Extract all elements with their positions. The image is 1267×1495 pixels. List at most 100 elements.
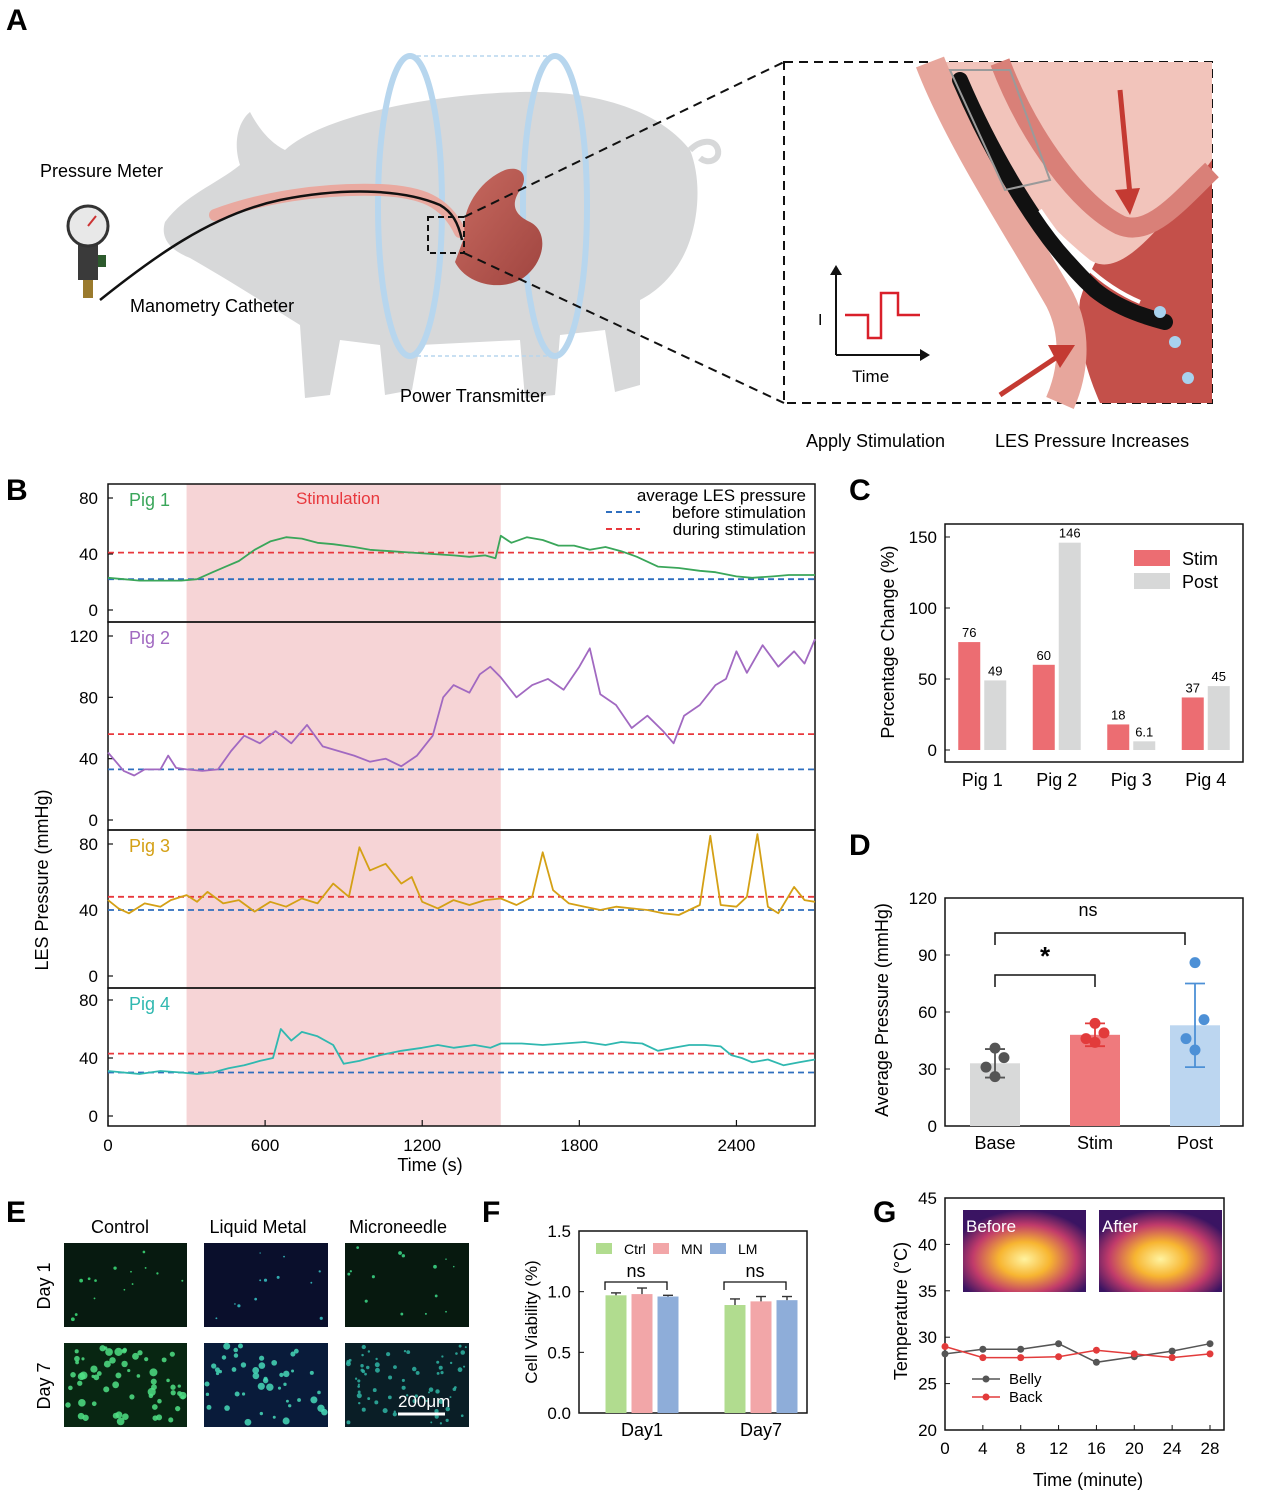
sig-bracket-post: [994, 932, 1186, 945]
cell-marker: [430, 1421, 433, 1424]
panel-b: B 0 40 80 Pig 1 0 40 80 120 Pig 2 0 40 80 Pig 3 0 40 80…: [6, 474, 816, 1175]
cell-marker: [151, 1404, 158, 1410]
cell-marker: [129, 1394, 135, 1400]
bar-stim: [1107, 724, 1130, 750]
cell-marker: [234, 1303, 236, 1305]
legend-swatch-stim: [1134, 550, 1170, 566]
x-tick-label: 4: [978, 1439, 987, 1458]
cell-marker: [257, 1382, 265, 1390]
cell-marker: [400, 1312, 404, 1316]
y-tick-label: 30: [918, 1060, 937, 1079]
panel-e-letter: E: [6, 1196, 26, 1229]
cell-marker: [347, 1272, 351, 1276]
cell-marker: [463, 1365, 466, 1368]
x-tick-label: 1200: [403, 1136, 441, 1155]
e-row-day1: Day 1: [34, 1262, 54, 1309]
d-ylabel: Average Pressure (mmHg): [872, 903, 892, 1117]
cell-marker: [364, 1299, 368, 1303]
cell-marker: [169, 1351, 175, 1357]
cell-marker: [392, 1412, 397, 1417]
cell-marker: [453, 1265, 455, 1268]
x-tick-label: 16: [1087, 1439, 1106, 1458]
cell-marker: [94, 1279, 97, 1282]
cell-marker: [449, 1396, 452, 1399]
cell-marker: [166, 1378, 170, 1383]
cell-marker: [215, 1317, 218, 1320]
legend-swatch-post: [1134, 573, 1170, 589]
y-tick-label: 40: [79, 545, 98, 564]
cell-marker: [91, 1401, 97, 1407]
bar-post: [1133, 741, 1156, 750]
cell-marker: [310, 1396, 318, 1404]
cell-marker: [401, 1385, 406, 1390]
cell-marker: [241, 1392, 246, 1396]
y-tick-label: 80: [79, 489, 98, 508]
b-ylabel: LES Pressure (mmHg): [32, 789, 52, 970]
sig-bracket: [723, 1281, 787, 1290]
cell-marker: [277, 1386, 282, 1390]
x-tick-label: 2400: [718, 1136, 756, 1155]
cell-marker: [68, 1385, 73, 1391]
y-tick-label: 25: [918, 1375, 937, 1394]
bar-post: [1058, 542, 1081, 750]
subplot-name: Pig 2: [129, 628, 170, 648]
cell-marker: [254, 1297, 258, 1301]
thermal-after: [1099, 1210, 1222, 1292]
cell-marker: [215, 1371, 220, 1376]
axis-time-label: Time: [852, 367, 889, 386]
b-xlabel: Time (s): [397, 1155, 462, 1175]
legend-swatch-ctrl: [596, 1243, 612, 1254]
legend-label-mn: MN: [681, 1241, 703, 1257]
cell-marker: [271, 1359, 278, 1366]
data-point: [989, 1042, 1001, 1054]
b-legend-title: average LES pressure: [637, 486, 806, 505]
bar-post: [984, 680, 1007, 750]
cell-marker: [449, 1361, 453, 1365]
cell-marker: [224, 1405, 230, 1411]
thermal-before-label: Before: [966, 1217, 1016, 1236]
cell-marker: [283, 1370, 290, 1378]
pressure-meter-icon: [66, 204, 110, 298]
cell-marker: [266, 1383, 274, 1391]
g-frame: [944, 1197, 1225, 1431]
panel-a: A Pressure Meter Manometry Cat: [6, 4, 1219, 451]
x-category: Pig 1: [962, 770, 1003, 790]
y-tick-label: 0: [89, 967, 98, 986]
y-tick-label: 45: [918, 1189, 937, 1208]
les-detail-illustration: [916, 56, 1219, 409]
panel-d: D 0 30 60 90 120 Base Stim Post * ns Average Pres…: [849, 829, 1244, 1153]
g-xlabel: Time (minute): [1033, 1470, 1143, 1490]
cell-marker: [318, 1270, 321, 1273]
cell-marker: [70, 1317, 75, 1322]
cell-marker: [77, 1380, 83, 1386]
x-category: Pig 2: [1036, 770, 1077, 790]
bar-ctrl: [605, 1295, 627, 1413]
y-tick-label: 35: [918, 1282, 937, 1301]
image-liquid-metal-day1: [204, 1243, 328, 1327]
power-transmitter-label: Power Transmitter: [400, 386, 546, 406]
cell-marker: [132, 1352, 139, 1360]
cell-marker: [291, 1369, 295, 1373]
x-category: Base: [974, 1133, 1015, 1153]
c-ylabel: Percentage Change (%): [878, 545, 898, 738]
sig-label-stim: *: [1040, 941, 1051, 971]
cell-marker: [180, 1395, 185, 1400]
cell-marker: [175, 1405, 181, 1412]
subplot-frame-4: [107, 987, 816, 1127]
point-back: [1130, 1350, 1138, 1358]
cell-marker: [290, 1351, 296, 1357]
bar-lm: [657, 1296, 679, 1413]
y-tick-label: 20: [918, 1421, 937, 1440]
y-tick-label: 0.0: [547, 1404, 571, 1423]
microscopy-grid: [64, 1243, 469, 1427]
cell-marker: [360, 1364, 364, 1368]
cell-marker: [457, 1367, 463, 1373]
x-tick-label: 600: [251, 1136, 279, 1155]
cell-marker: [346, 1420, 351, 1425]
bar-mn: [631, 1294, 653, 1413]
cell-marker: [109, 1357, 116, 1364]
cell-marker: [374, 1362, 380, 1368]
cell-marker: [211, 1363, 217, 1369]
point-belly: [1206, 1340, 1214, 1348]
